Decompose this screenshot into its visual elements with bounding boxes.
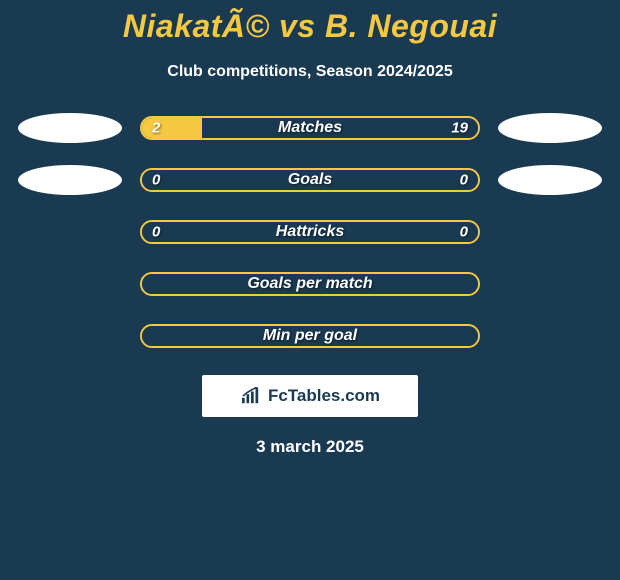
footer-date: 3 march 2025 bbox=[0, 437, 620, 457]
subtitle: Club competitions, Season 2024/2025 bbox=[0, 63, 620, 81]
stat-row: Goals per match bbox=[0, 269, 620, 299]
stat-value-left: 0 bbox=[152, 224, 160, 241]
player-ellipse-right bbox=[498, 113, 602, 143]
stat-bar: Goals per match bbox=[140, 272, 480, 296]
stat-label: Matches bbox=[278, 119, 342, 137]
stat-value-right: 0 bbox=[460, 224, 468, 241]
stat-value-right: 19 bbox=[451, 120, 468, 137]
chart-icon bbox=[240, 387, 262, 405]
logo-text: FcTables.com bbox=[268, 386, 380, 406]
stat-row: Matches 2 19 bbox=[0, 113, 620, 143]
player-ellipse-left bbox=[18, 113, 122, 143]
stat-label: Goals bbox=[288, 171, 332, 189]
stat-bar: Matches 2 19 bbox=[140, 116, 480, 140]
stat-label: Hattricks bbox=[276, 223, 344, 241]
stat-value-left: 2 bbox=[152, 120, 160, 137]
player-ellipse-left bbox=[18, 165, 122, 195]
stat-value-right: 0 bbox=[460, 172, 468, 189]
player-ellipse-right bbox=[498, 165, 602, 195]
stat-label: Goals per match bbox=[247, 275, 372, 293]
stat-row: Hattricks 0 0 bbox=[0, 217, 620, 247]
stat-row: Goals 0 0 bbox=[0, 165, 620, 195]
stat-value-left: 0 bbox=[152, 172, 160, 189]
stats-container: NiakatÃ© vs B. Negouai Club competitions… bbox=[0, 0, 620, 457]
stat-rows: Matches 2 19 Goals 0 0 Hattricks 0 0 Goals per ma… bbox=[0, 113, 620, 351]
stat-bar: Goals 0 0 bbox=[140, 168, 480, 192]
stat-row: Min per goal bbox=[0, 321, 620, 351]
stat-bar: Hattricks 0 0 bbox=[140, 220, 480, 244]
stat-bar: Min per goal bbox=[140, 324, 480, 348]
logo-box: FcTables.com bbox=[202, 375, 418, 417]
stat-label: Min per goal bbox=[263, 327, 357, 345]
page-title: NiakatÃ© vs B. Negouai bbox=[0, 8, 620, 45]
